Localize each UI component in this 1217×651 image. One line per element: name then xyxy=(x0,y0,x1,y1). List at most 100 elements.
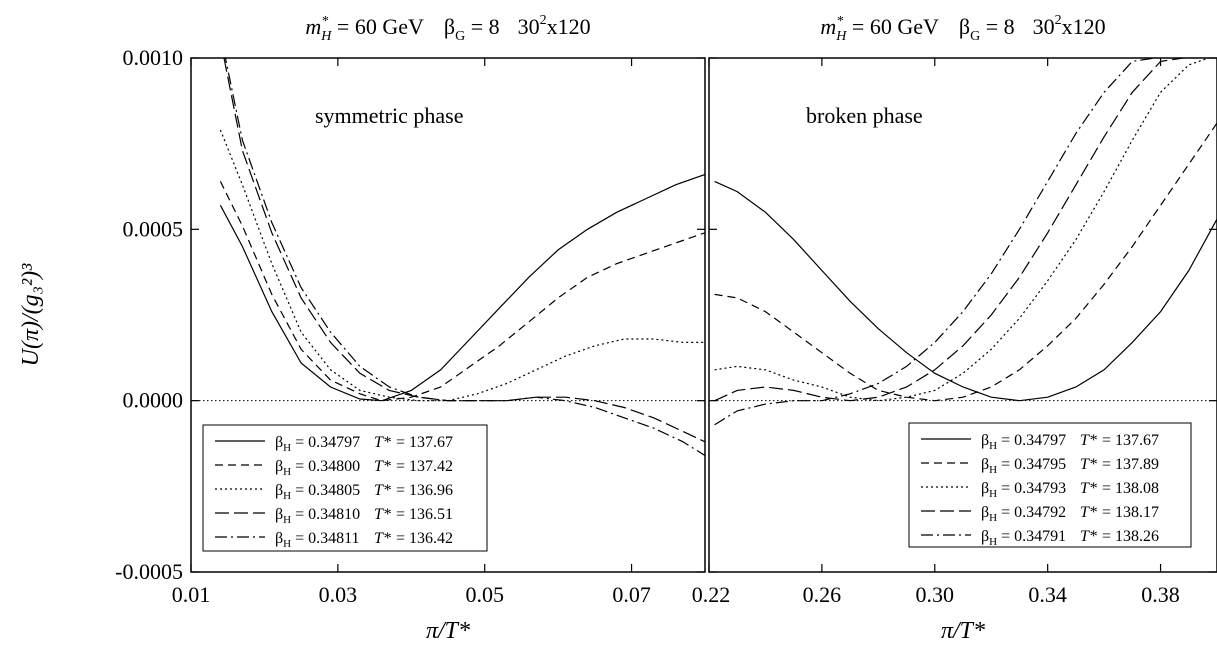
title-beta-sub: G xyxy=(455,29,465,44)
title-beta-val: = 8 xyxy=(980,14,1014,39)
legend-beta-sub: H xyxy=(283,466,291,478)
legend-beta-val: = 0.34792 xyxy=(997,504,1066,521)
legend-beta: β xyxy=(981,432,989,449)
legend-t-val: = 137.67 xyxy=(396,434,453,451)
x-tick-label: 0.01 xyxy=(172,582,211,607)
series-group xyxy=(714,58,1217,426)
legend-beta-val: = 0.34797 xyxy=(291,434,360,451)
legend-beta-sub: H xyxy=(283,514,291,526)
phase-annotation: symmetric phase xyxy=(315,103,463,128)
legend-t-val: = 137.42 xyxy=(396,458,453,475)
title-lattice: 30 xyxy=(1033,14,1055,39)
legend-t: T* xyxy=(1080,504,1097,521)
series-line-5 xyxy=(224,58,705,457)
legend-beta-sub: H xyxy=(989,512,997,524)
title-m: m xyxy=(820,14,836,39)
legend-t-val: = 136.96 xyxy=(396,482,453,499)
legend-beta-val: = 0.34791 xyxy=(997,528,1066,545)
legend-t-val: = 138.08 xyxy=(1102,480,1159,497)
legend-beta: β xyxy=(275,482,283,499)
x-axis-label: π/T* xyxy=(941,618,985,644)
legend-t-val: = 138.26 xyxy=(1102,528,1159,545)
legend-t-val: = 137.67 xyxy=(1102,432,1159,449)
title-m-sup: * xyxy=(836,14,843,29)
series-line-5 xyxy=(714,58,1155,426)
legend-beta-val: = 0.34805 xyxy=(291,482,360,499)
x-tick-label: 0.38 xyxy=(1141,582,1180,607)
legend-label: βH = 0.34797 xyxy=(275,434,360,454)
legend-label: βH = 0.34810 xyxy=(275,506,360,526)
title-m-sub: H xyxy=(835,29,847,44)
legend-label: βH = 0.34791 xyxy=(981,528,1066,548)
series-line-1 xyxy=(714,180,1217,402)
legend-beta: β xyxy=(981,456,989,473)
legend-beta-sub: H xyxy=(283,490,291,502)
legend-t-val: = 138.17 xyxy=(1102,504,1159,521)
title-beta-val: = 8 xyxy=(465,14,499,39)
title-beta: β xyxy=(959,14,970,39)
legend-label: βH = 0.34800 xyxy=(275,458,360,478)
title-beta-sub: G xyxy=(970,29,980,44)
legend-box xyxy=(908,422,1192,548)
legend-beta: β xyxy=(981,480,989,497)
chart-title: m* H = 60 GeV βG = 8 302x120 xyxy=(305,13,590,44)
y-axis-label: U(π)/(g₃²)³ xyxy=(18,263,44,367)
legend-beta-val: = 0.34800 xyxy=(291,458,360,475)
series-group xyxy=(219,58,705,457)
title-mass: = 60 GeV xyxy=(331,14,424,39)
legend-t: T* xyxy=(374,482,391,499)
title-lattice-sup: 2 xyxy=(1055,13,1062,28)
x-tick-label: 0.03 xyxy=(319,582,358,607)
title-m-sup: * xyxy=(321,14,328,29)
legend-beta-sub: H xyxy=(989,464,997,476)
legend-label: βH = 0.34811 xyxy=(275,530,360,550)
legend-t-val: = 136.51 xyxy=(396,506,453,523)
title-lattice-sup: 2 xyxy=(540,13,547,28)
legend-label: βH = 0.34795 xyxy=(981,456,1066,476)
legend-beta-val: = 0.34811 xyxy=(291,530,359,547)
x-tick-label: 0.05 xyxy=(465,582,504,607)
legend-label: βH = 0.34793 xyxy=(981,480,1066,500)
legend-t-val: = 136.42 xyxy=(396,530,453,547)
title-lattice-rest: x120 xyxy=(547,14,591,39)
legend-beta: β xyxy=(275,530,283,547)
legend-beta-sub: H xyxy=(283,538,291,550)
legend-beta-sub: H xyxy=(989,440,997,452)
legend-t: T* xyxy=(1080,480,1097,497)
x-tick-label: 0.22 xyxy=(692,582,731,607)
legend-beta-val: = 0.34793 xyxy=(997,480,1066,497)
legend-beta-sub: H xyxy=(283,442,291,454)
legend-beta-val: = 0.34810 xyxy=(291,506,360,523)
title-lattice-rest: x120 xyxy=(1062,14,1106,39)
title-m: m xyxy=(305,14,321,39)
series-line-2 xyxy=(714,122,1217,402)
legend-beta: β xyxy=(275,434,283,451)
x-tick-label: 0.26 xyxy=(803,582,842,607)
legend-t: T* xyxy=(374,506,391,523)
series-line-4 xyxy=(714,58,1184,402)
title-lattice: 30 xyxy=(518,14,540,39)
title-m-sub: H xyxy=(320,29,332,44)
phase-annotation: broken phase xyxy=(806,103,923,128)
y-tick-label: 0.0005 xyxy=(123,216,184,241)
x-tick-label: 0.34 xyxy=(1028,582,1067,607)
y-tick-label: 0.0000 xyxy=(123,388,184,413)
legend-t: T* xyxy=(374,530,391,547)
x-axis-label: π/T* xyxy=(426,618,470,644)
plot-frame xyxy=(708,57,1217,573)
series-line-1 xyxy=(219,173,705,402)
legend-beta: β xyxy=(981,528,989,545)
legend-t: T* xyxy=(374,458,391,475)
title-mass: = 60 GeV xyxy=(846,14,939,39)
legend-box xyxy=(202,424,488,552)
legend-beta-val: = 0.34797 xyxy=(997,432,1066,449)
legend-label: βH = 0.34797 xyxy=(981,432,1066,452)
legend-beta-sub: H xyxy=(989,536,997,548)
series-line-3 xyxy=(714,58,1209,402)
plot-frame xyxy=(190,57,706,573)
legend-beta: β xyxy=(275,506,283,523)
